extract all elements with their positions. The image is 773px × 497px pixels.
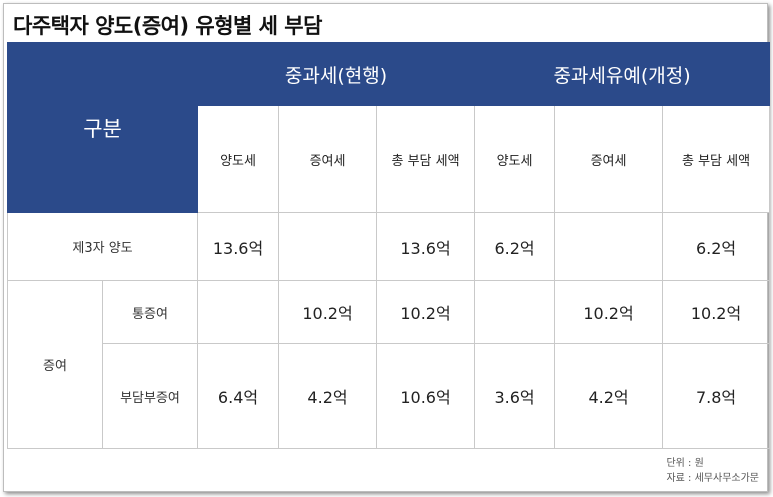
value-cell <box>474 280 556 344</box>
table-row: 부담부증여 6.4억 4.2억 10.6억 3.6억 4.2억 7.8억 <box>8 343 771 449</box>
tax-burden-table: 구분 중과세(현행) 중과세유예(개정) 양도세 증여세 총 부담 세액 양도세… <box>6 42 771 449</box>
subheader-cell: 증여세 <box>278 105 378 213</box>
row-label-full-gift: 통증여 <box>101 280 199 344</box>
value-cell: 10.2억 <box>376 280 476 344</box>
value-cell: 10.2억 <box>662 280 771 344</box>
subheader-cell: 양도세 <box>474 105 556 213</box>
value-cell: 3.6억 <box>474 343 556 449</box>
value-cell: 6.4억 <box>197 343 280 449</box>
header-gubun: 구분 <box>6 42 199 213</box>
row-label-burden-gift: 부담부증여 <box>101 343 199 449</box>
credit-note: 자료 : 세무사무소가문 <box>666 473 759 484</box>
table-row: 제3자 양도 13.6억 13.6억 6.2억 6.2억 <box>6 212 771 281</box>
row-label-third-party: 제3자 양도 <box>6 212 199 281</box>
subheader-cell: 총 부담 세액 <box>376 105 476 213</box>
value-cell: 4.2억 <box>278 343 378 449</box>
value-cell <box>554 212 664 281</box>
value-cell <box>197 280 280 344</box>
value-cell: 10.2억 <box>278 280 378 344</box>
subheader-cell: 증여세 <box>554 105 664 213</box>
value-cell: 6.2억 <box>474 212 556 281</box>
value-cell: 10.6억 <box>376 343 476 449</box>
unit-note: 단위 : 원 <box>666 458 704 469</box>
value-cell: 13.6억 <box>376 212 476 281</box>
subheader-cell: 양도세 <box>197 105 280 213</box>
value-cell: 10.2억 <box>554 280 664 344</box>
page-title: 다주택자 양도(증여) 유형별 세 부담 <box>13 14 322 38</box>
value-cell: 7.8억 <box>662 343 771 449</box>
value-cell <box>278 212 378 281</box>
value-cell: 13.6억 <box>197 212 280 281</box>
header-group-revised: 중과세유예(개정) <box>474 42 771 106</box>
row-group-label-gift: 증여 <box>7 280 103 449</box>
value-cell: 6.2억 <box>662 212 771 281</box>
header-group-current: 중과세(현행) <box>197 42 476 106</box>
table-row: 증여 통증여 10.2억 10.2억 10.2억 10.2억 <box>7 280 771 449</box>
value-cell: 4.2억 <box>554 343 664 449</box>
source-note: 단위 : 원 자료 : 세무사무소가문 <box>666 456 759 486</box>
subheader-cell: 총 부담 세액 <box>662 105 771 213</box>
